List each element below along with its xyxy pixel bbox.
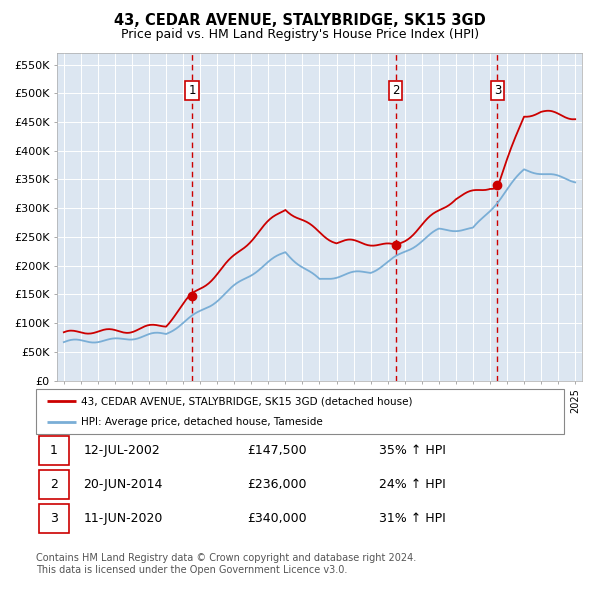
Text: 2: 2 bbox=[392, 84, 400, 97]
Text: £340,000: £340,000 bbox=[247, 512, 307, 525]
Text: £147,500: £147,500 bbox=[247, 444, 307, 457]
Text: 2: 2 bbox=[50, 478, 58, 491]
Text: 12-JUL-2002: 12-JUL-2002 bbox=[83, 444, 160, 457]
Text: 24% ↑ HPI: 24% ↑ HPI bbox=[379, 478, 446, 491]
FancyBboxPatch shape bbox=[36, 389, 564, 434]
Text: Contains HM Land Registry data © Crown copyright and database right 2024.
This d: Contains HM Land Registry data © Crown c… bbox=[36, 553, 416, 575]
FancyBboxPatch shape bbox=[38, 504, 69, 533]
FancyBboxPatch shape bbox=[38, 470, 69, 499]
Text: 3: 3 bbox=[494, 84, 501, 97]
Text: HPI: Average price, detached house, Tameside: HPI: Average price, detached house, Tame… bbox=[81, 417, 323, 427]
Text: 43, CEDAR AVENUE, STALYBRIDGE, SK15 3GD: 43, CEDAR AVENUE, STALYBRIDGE, SK15 3GD bbox=[114, 13, 486, 28]
Text: 11-JUN-2020: 11-JUN-2020 bbox=[83, 512, 163, 525]
FancyBboxPatch shape bbox=[38, 436, 69, 464]
Text: 20-JUN-2014: 20-JUN-2014 bbox=[83, 478, 163, 491]
Text: Price paid vs. HM Land Registry's House Price Index (HPI): Price paid vs. HM Land Registry's House … bbox=[121, 28, 479, 41]
Text: 43, CEDAR AVENUE, STALYBRIDGE, SK15 3GD (detached house): 43, CEDAR AVENUE, STALYBRIDGE, SK15 3GD … bbox=[81, 396, 412, 407]
Text: 1: 1 bbox=[188, 84, 196, 97]
Text: £236,000: £236,000 bbox=[247, 478, 307, 491]
Text: 1: 1 bbox=[50, 444, 58, 457]
Text: 35% ↑ HPI: 35% ↑ HPI bbox=[379, 444, 446, 457]
Text: 31% ↑ HPI: 31% ↑ HPI bbox=[379, 512, 446, 525]
Text: 3: 3 bbox=[50, 512, 58, 525]
